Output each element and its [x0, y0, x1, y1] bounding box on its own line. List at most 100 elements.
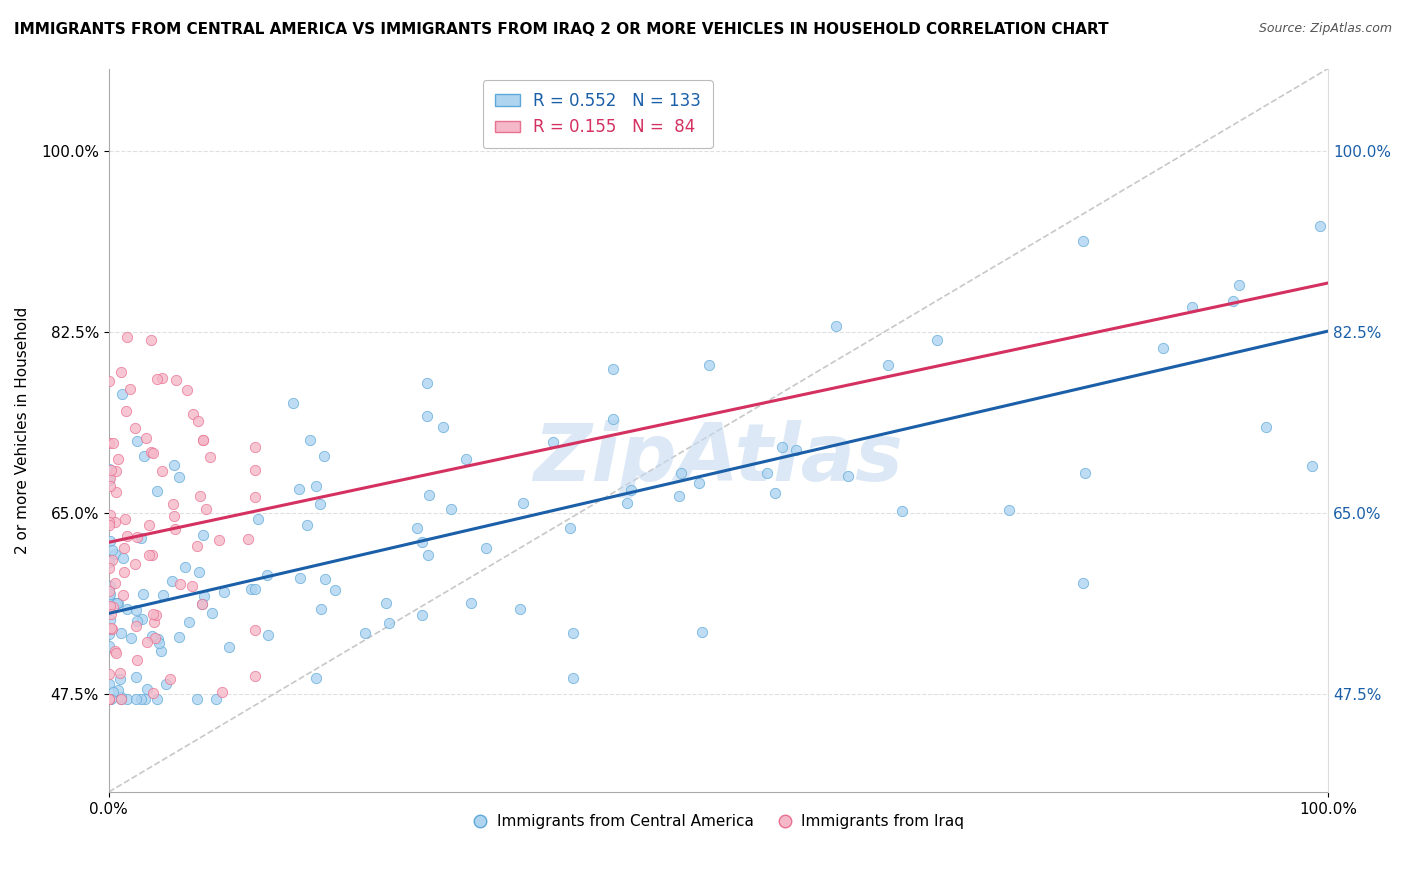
Point [115, 529, 138, 543]
Point [98, 508, 121, 523]
Point [150, 644, 173, 658]
Point [145, 608, 167, 623]
Point [891, 504, 914, 518]
Point [98, 622, 121, 636]
Point [167, 630, 190, 644]
Point [142, 446, 165, 460]
Point [115, 601, 138, 615]
Point [763, 486, 786, 500]
Point [690, 624, 713, 639]
Point [97, 515, 120, 529]
Point [114, 511, 136, 525]
Point [135, 681, 157, 696]
Point [98, 555, 121, 569]
Legend: Immigrants from Central America, Immigrants from Iraq: Immigrants from Central America, Immigra… [467, 808, 970, 835]
Point [460, 596, 482, 610]
Point [305, 671, 328, 685]
Point [100, 607, 122, 622]
Point [1071, 575, 1094, 590]
Point [374, 596, 396, 610]
Point [314, 572, 336, 586]
Point [98, 692, 121, 706]
Point [512, 496, 534, 510]
Point [146, 632, 169, 647]
Point [134, 692, 156, 706]
Point [191, 527, 214, 541]
Point [998, 503, 1021, 517]
Point [179, 615, 201, 630]
Point [105, 596, 128, 610]
Point [98, 462, 121, 476]
Point [134, 450, 156, 464]
Point [323, 582, 346, 597]
Point [188, 489, 211, 503]
Point [100, 621, 122, 635]
Point [1074, 466, 1097, 480]
Point [305, 479, 328, 493]
Point [281, 396, 304, 410]
Point [193, 434, 215, 448]
Point [143, 615, 166, 629]
Text: IMMIGRANTS FROM CENTRAL AMERICA VS IMMIGRANTS FROM IRAQ 2 OR MORE VEHICLES IN HO: IMMIGRANTS FROM CENTRAL AMERICA VS IMMIG… [14, 22, 1109, 37]
Point [152, 370, 174, 384]
Point [111, 387, 134, 401]
Point [159, 672, 181, 686]
Point [141, 548, 163, 562]
Point [111, 588, 134, 602]
Point [114, 403, 136, 417]
Point [186, 692, 208, 706]
Point [1222, 293, 1244, 308]
Point [98, 599, 121, 613]
Point [129, 532, 152, 546]
Point [104, 515, 127, 529]
Point [825, 318, 848, 333]
Point [1227, 277, 1250, 292]
Point [785, 443, 807, 458]
Point [755, 466, 778, 480]
Point [98, 435, 121, 450]
Point [98, 471, 121, 485]
Point [125, 619, 148, 633]
Text: ZipAtlas: ZipAtlas [533, 420, 904, 498]
Point [101, 553, 124, 567]
Point [309, 497, 332, 511]
Point [454, 452, 477, 467]
Point [620, 483, 643, 498]
Point [124, 558, 146, 572]
Point [135, 431, 157, 445]
Point [1181, 300, 1204, 314]
Point [110, 690, 132, 704]
Point [180, 579, 202, 593]
Y-axis label: 2 or more Vehicles in Household: 2 or more Vehicles in Household [15, 307, 30, 554]
Point [103, 599, 125, 614]
Point [236, 532, 259, 546]
Point [100, 463, 122, 477]
Point [247, 512, 270, 526]
Point [165, 373, 187, 387]
Point [418, 548, 440, 562]
Point [239, 582, 262, 596]
Point [127, 614, 149, 628]
Point [100, 692, 122, 706]
Point [616, 496, 638, 510]
Point [111, 551, 134, 566]
Point [98, 589, 121, 603]
Point [98, 667, 121, 681]
Point [98, 375, 121, 389]
Point [602, 412, 624, 426]
Point [104, 485, 127, 500]
Point [212, 584, 235, 599]
Point [142, 686, 165, 700]
Point [243, 463, 266, 477]
Point [1308, 219, 1330, 233]
Point [112, 565, 135, 579]
Point [138, 549, 160, 563]
Point [188, 565, 211, 579]
Point [187, 414, 209, 428]
Point [125, 692, 148, 706]
Point [560, 521, 582, 535]
Point [201, 607, 224, 621]
Point [416, 409, 439, 423]
Point [142, 607, 165, 622]
Point [160, 574, 183, 588]
